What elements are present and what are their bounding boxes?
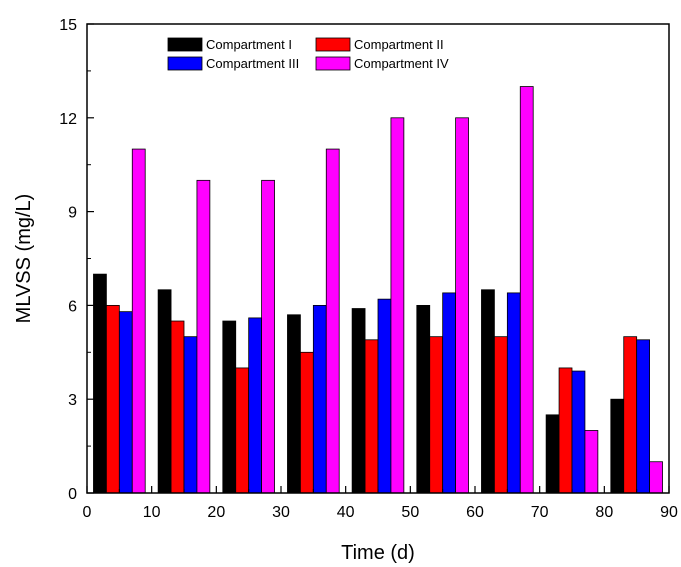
y-tick-label: 6 — [68, 298, 77, 315]
bar-series3-group5 — [377, 298, 392, 494]
legend-label-series4: Compartment IV — [354, 56, 449, 71]
bar-series1-group8 — [545, 414, 560, 494]
bar-series2-group6 — [429, 336, 444, 494]
bar-series4-group3 — [261, 179, 275, 494]
y-tick-label: 3 — [68, 392, 77, 409]
bar-series1-group2 — [157, 289, 172, 494]
legend-swatch-series2 — [315, 37, 351, 52]
x-tick-label: 80 — [595, 504, 613, 521]
y-tick-label: 15 — [59, 17, 77, 34]
bar-series3-group9 — [636, 339, 651, 494]
legend-label-series1: Compartment I — [206, 37, 292, 52]
legend-label-series3: Compartment III — [206, 56, 299, 71]
axis-ticks: 0 10 20 30 40 50 60 70 80 90 0 3 6 9 12 15 — [59, 17, 678, 521]
bar-series4-group7 — [519, 86, 534, 494]
bar-series3-group7 — [506, 292, 521, 494]
x-tick-label: 50 — [401, 504, 419, 521]
bar-series4-group8 — [584, 430, 599, 494]
x-tick-label: 20 — [207, 504, 225, 521]
bar-series1-group1 — [93, 273, 107, 494]
y-tick-label: 0 — [68, 486, 77, 503]
y-tick-label: 9 — [68, 205, 77, 222]
x-tick-label: 70 — [531, 504, 549, 521]
bar-series2-group2 — [170, 320, 185, 494]
x-tick-label: 40 — [337, 504, 355, 521]
legend: Compartment I Compartment II Compartment I… — [167, 37, 449, 71]
bar-series1-group3 — [222, 320, 237, 494]
x-tick-label: 30 — [272, 504, 290, 521]
bar-series3-group6 — [442, 292, 456, 494]
bar-series4-group6 — [455, 117, 469, 494]
bar-series3-group2 — [183, 336, 198, 494]
bar-series2-group9 — [623, 336, 638, 494]
bar-series3-group4 — [312, 304, 327, 494]
x-tick-label: 90 — [660, 504, 678, 521]
bar-series4-group5 — [390, 117, 405, 494]
bar-series1-group4 — [287, 314, 301, 494]
x-tick-label: 10 — [143, 504, 161, 521]
x-tick-label: 60 — [466, 504, 484, 521]
bar-series1-group6 — [416, 304, 431, 494]
bar-series2-group4 — [299, 351, 314, 494]
bar-series2-group5 — [364, 339, 379, 494]
y-axis-title: MLVSS (mg/L) — [13, 194, 35, 324]
bar-series4-group9 — [649, 461, 663, 494]
bar-series3-group3 — [248, 317, 263, 494]
bar-series1-group7 — [481, 289, 495, 494]
bars-group — [93, 86, 663, 494]
bar-series4-group4 — [325, 148, 340, 494]
bar-series2-group3 — [235, 367, 250, 494]
bar-series3-group1 — [118, 311, 133, 494]
x-tick-label: 0 — [83, 504, 92, 521]
legend-label-series2: Compartment II — [354, 37, 444, 52]
bar-series2-group8 — [558, 367, 573, 494]
bar-series2-group7 — [493, 336, 508, 494]
bar-series1-group9 — [610, 398, 625, 494]
legend-swatch-series1 — [167, 37, 203, 52]
bar-series4-group2 — [196, 179, 211, 494]
y-tick-label: 12 — [59, 111, 77, 128]
x-axis-title: Time (d) — [341, 542, 415, 564]
legend-swatch-series4 — [315, 56, 351, 71]
bar-series1-group5 — [351, 308, 366, 494]
bar-series4-group1 — [131, 148, 146, 494]
bar-series2-group1 — [106, 304, 120, 494]
bar-series3-group8 — [571, 370, 586, 494]
legend-swatch-series3 — [167, 56, 203, 71]
